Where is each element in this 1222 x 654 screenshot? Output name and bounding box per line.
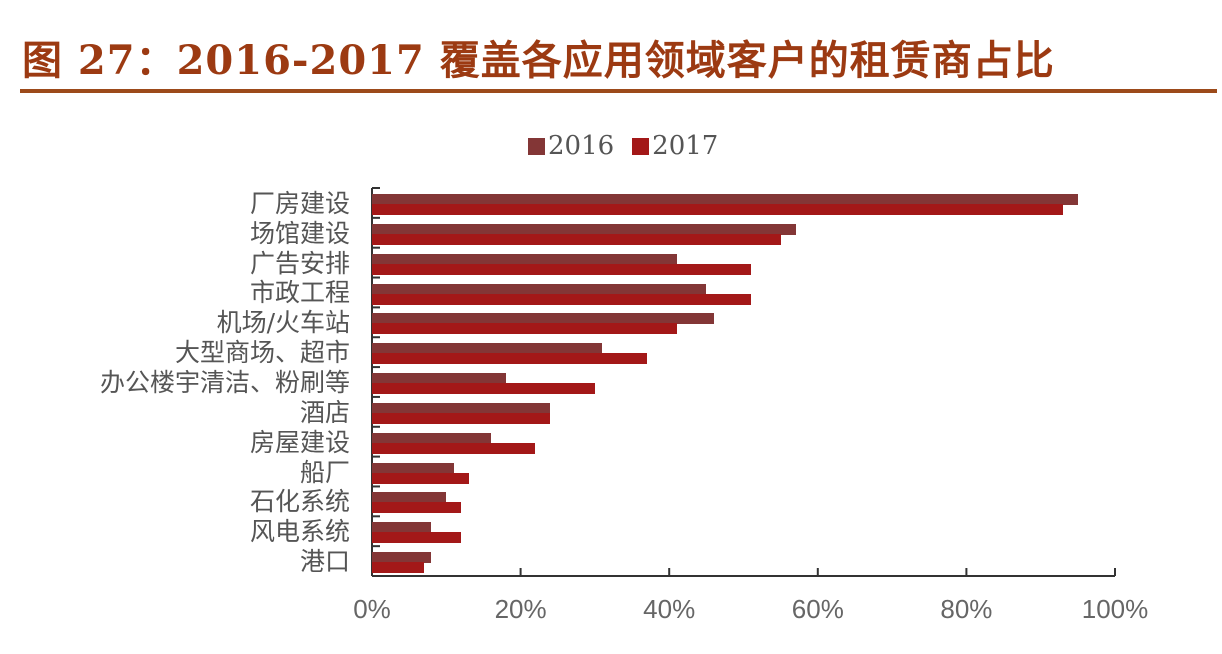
bar-2016 bbox=[372, 223, 796, 235]
bar-2017 bbox=[372, 562, 424, 574]
bar-2017 bbox=[372, 323, 677, 335]
bar-2016 bbox=[372, 402, 551, 414]
chart-title: 图 27：2016-2017 覆盖各应用领域客户的租赁商占比 bbox=[22, 37, 1055, 84]
bar-2017 bbox=[372, 502, 462, 514]
bar-2017 bbox=[372, 233, 781, 245]
bar-2016 bbox=[372, 253, 677, 265]
x-tick-label: 0% bbox=[353, 594, 391, 624]
bar-2016 bbox=[372, 373, 506, 385]
category-label: 酒店 bbox=[299, 397, 350, 427]
category-label: 厂房建设 bbox=[249, 188, 350, 218]
category-label: 石化系统 bbox=[249, 487, 350, 517]
x-tick-label: 100% bbox=[1081, 594, 1149, 624]
title-divider bbox=[20, 89, 1217, 93]
bar-2017 bbox=[372, 472, 469, 484]
bar-2017 bbox=[372, 293, 751, 305]
category-label: 房屋建设 bbox=[249, 427, 350, 457]
category-label: 船厂 bbox=[299, 457, 350, 487]
bar-2016 bbox=[372, 194, 1078, 205]
category-label: 大型商场、超市 bbox=[174, 338, 350, 368]
x-tick-label: 20% bbox=[494, 594, 547, 624]
category-label: 市政工程 bbox=[249, 278, 350, 308]
bar-2017 bbox=[372, 412, 551, 424]
legend-item-2016: 2016 bbox=[528, 131, 614, 161]
legend-swatch-2017 bbox=[632, 137, 650, 155]
category-label: 办公楼宇清洁、粉刷等 bbox=[99, 368, 350, 397]
legend-swatch-2016 bbox=[528, 137, 545, 155]
category-label: 机场/火车站 bbox=[216, 308, 350, 338]
bar-2016 bbox=[372, 313, 714, 325]
legend-item-2017: 2017 bbox=[632, 131, 718, 161]
category-label: 场馆建设 bbox=[249, 218, 350, 248]
bar-2016 bbox=[372, 283, 707, 295]
bar-2016 bbox=[372, 432, 491, 444]
category-label: 广告安排 bbox=[249, 248, 350, 278]
bar-2016 bbox=[372, 462, 454, 474]
x-tick-label: 40% bbox=[643, 594, 696, 624]
bar-2016 bbox=[372, 522, 432, 534]
bar-2017 bbox=[372, 442, 536, 454]
bar-2017 bbox=[372, 383, 595, 395]
category-label: 风电系统 bbox=[249, 517, 350, 547]
legend-label-2016: 2016 bbox=[548, 131, 615, 161]
bar-2017 bbox=[372, 353, 647, 365]
bar-2017 bbox=[372, 204, 1063, 215]
bar-2017 bbox=[372, 532, 462, 544]
legend-label-2017: 2017 bbox=[652, 131, 719, 161]
bar-2016 bbox=[372, 552, 432, 564]
category-label: 港口 bbox=[299, 547, 350, 577]
x-tick-label: 80% bbox=[940, 594, 993, 624]
bar-2016 bbox=[372, 492, 447, 504]
bar-2016 bbox=[372, 343, 603, 355]
x-tick-label: 60% bbox=[791, 594, 844, 624]
bar-2017 bbox=[372, 263, 751, 275]
